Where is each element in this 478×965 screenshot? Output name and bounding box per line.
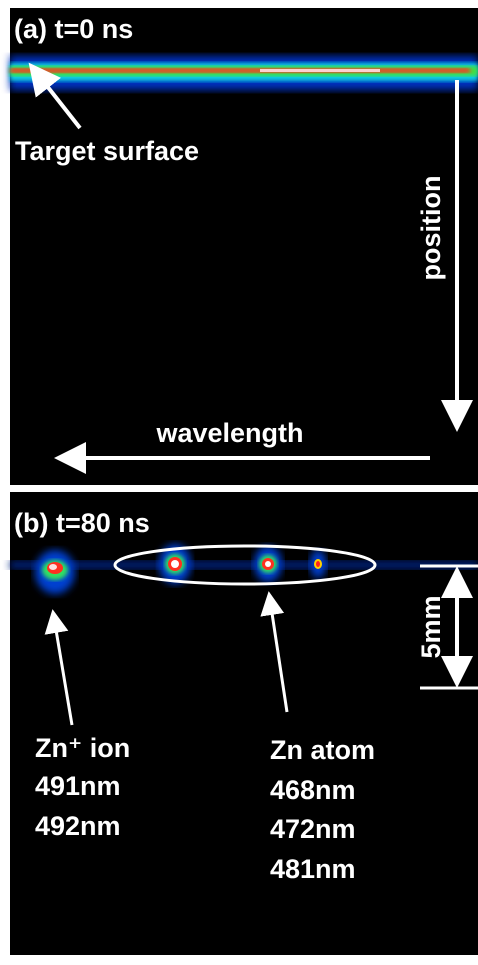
emission-band: [10, 56, 478, 90]
axis-label: wavelength: [155, 418, 303, 448]
panel-title: (b) t=80 ns: [14, 508, 150, 538]
axis-label: position: [416, 176, 446, 281]
panel-title: (a) t=0 ns: [14, 14, 133, 44]
background-line: [10, 561, 478, 569]
panel-b: (b) t=80 ns 5mm Zn⁺ ion 491nm 492nm Zn a…: [10, 492, 478, 955]
annotation: Target surface: [15, 136, 199, 166]
wavelength-label: 472nm: [270, 814, 356, 844]
wavelength-label: 468nm: [270, 775, 356, 805]
wavelength-label: 481nm: [270, 854, 356, 884]
species-label: Zn atom: [270, 735, 375, 765]
species-label: Zn⁺ ion: [35, 733, 130, 763]
wavelength-label: 492nm: [35, 811, 121, 841]
figure: (a) t=0 ns Target surface position wavel…: [0, 0, 478, 965]
panel-a: (a) t=0 ns Target surface position wavel…: [10, 8, 478, 485]
scale-label: 5mm: [416, 595, 446, 658]
wavelength-label: 491nm: [35, 771, 121, 801]
